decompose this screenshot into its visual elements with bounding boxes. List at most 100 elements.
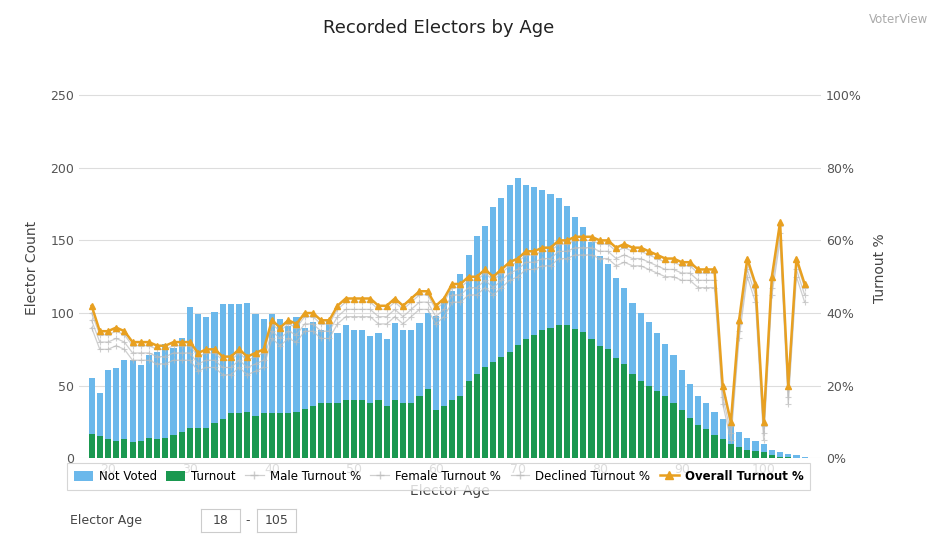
Bar bbox=[793, 456, 800, 458]
Bar bbox=[482, 226, 488, 367]
Bar bbox=[334, 403, 341, 458]
Bar bbox=[678, 370, 685, 411]
Bar bbox=[613, 358, 620, 458]
Bar bbox=[498, 356, 505, 458]
Bar bbox=[195, 428, 202, 458]
Bar bbox=[613, 278, 620, 358]
Bar bbox=[89, 378, 94, 434]
Bar bbox=[383, 406, 390, 458]
Bar bbox=[327, 321, 332, 403]
Bar bbox=[522, 339, 529, 458]
Bar bbox=[449, 291, 455, 400]
Bar bbox=[482, 367, 488, 458]
Bar bbox=[769, 456, 775, 458]
Bar bbox=[425, 313, 431, 389]
Bar bbox=[637, 313, 644, 381]
Bar bbox=[760, 452, 767, 458]
Bar bbox=[630, 374, 635, 458]
Bar bbox=[531, 335, 537, 458]
Bar bbox=[171, 435, 176, 458]
Bar bbox=[260, 319, 267, 413]
Bar bbox=[327, 403, 332, 458]
Bar bbox=[130, 360, 135, 442]
Bar bbox=[408, 331, 414, 403]
Bar bbox=[736, 446, 742, 458]
Bar bbox=[293, 412, 299, 458]
Bar bbox=[531, 187, 537, 335]
Bar bbox=[416, 323, 423, 396]
Bar bbox=[695, 396, 702, 425]
Bar bbox=[539, 331, 546, 458]
Bar bbox=[745, 450, 750, 458]
Bar bbox=[187, 307, 193, 428]
Bar bbox=[351, 331, 357, 400]
Bar bbox=[671, 355, 676, 403]
Bar bbox=[179, 432, 185, 458]
Bar bbox=[146, 355, 152, 438]
Bar bbox=[310, 406, 316, 458]
Bar bbox=[712, 435, 717, 458]
Bar bbox=[548, 194, 553, 327]
Bar bbox=[687, 418, 693, 458]
Bar bbox=[368, 403, 373, 458]
Bar bbox=[342, 325, 349, 400]
Bar bbox=[97, 393, 103, 436]
Bar bbox=[786, 454, 791, 457]
Bar bbox=[777, 452, 783, 457]
Bar bbox=[580, 332, 587, 458]
Bar bbox=[260, 413, 267, 458]
Bar bbox=[572, 217, 578, 329]
Bar bbox=[457, 396, 464, 458]
Text: VoterView: VoterView bbox=[869, 13, 928, 26]
Bar bbox=[219, 304, 226, 419]
Bar bbox=[474, 374, 480, 458]
Bar bbox=[342, 400, 349, 458]
Text: 18: 18 bbox=[212, 514, 229, 527]
Bar bbox=[375, 400, 382, 458]
Bar bbox=[605, 349, 611, 458]
Bar bbox=[130, 442, 135, 458]
Bar bbox=[466, 255, 472, 381]
Bar bbox=[212, 311, 217, 423]
Bar bbox=[154, 440, 160, 458]
Bar bbox=[687, 384, 693, 418]
Bar bbox=[760, 444, 767, 452]
Bar bbox=[334, 333, 341, 403]
Bar bbox=[113, 368, 119, 441]
Bar bbox=[441, 406, 447, 458]
Bar bbox=[752, 441, 759, 451]
Bar bbox=[104, 440, 111, 458]
Bar bbox=[597, 256, 603, 346]
Bar bbox=[359, 331, 365, 400]
Bar bbox=[589, 339, 594, 458]
Bar bbox=[146, 438, 152, 458]
Bar bbox=[269, 413, 275, 458]
Bar bbox=[212, 423, 217, 458]
Bar bbox=[400, 331, 406, 403]
Bar bbox=[277, 319, 284, 413]
Bar bbox=[318, 331, 324, 403]
Bar bbox=[269, 315, 275, 413]
Y-axis label: Elector Count: Elector Count bbox=[25, 221, 39, 315]
Bar bbox=[769, 450, 775, 456]
Bar bbox=[121, 360, 128, 440]
Bar bbox=[162, 438, 169, 458]
Bar bbox=[777, 457, 783, 458]
Bar bbox=[400, 403, 406, 458]
Bar bbox=[301, 327, 308, 409]
Y-axis label: Turnout %: Turnout % bbox=[873, 233, 887, 303]
X-axis label: Elector Age: Elector Age bbox=[411, 485, 490, 498]
Bar bbox=[171, 348, 176, 435]
Bar bbox=[408, 403, 414, 458]
Bar bbox=[752, 451, 759, 458]
Bar bbox=[228, 413, 234, 458]
Bar bbox=[449, 400, 455, 458]
Bar bbox=[195, 315, 202, 428]
Bar bbox=[564, 325, 570, 458]
Bar bbox=[637, 381, 644, 458]
Bar bbox=[466, 381, 472, 458]
Bar bbox=[392, 400, 397, 458]
Bar bbox=[425, 389, 431, 458]
Bar bbox=[89, 434, 94, 458]
Bar bbox=[621, 364, 627, 458]
